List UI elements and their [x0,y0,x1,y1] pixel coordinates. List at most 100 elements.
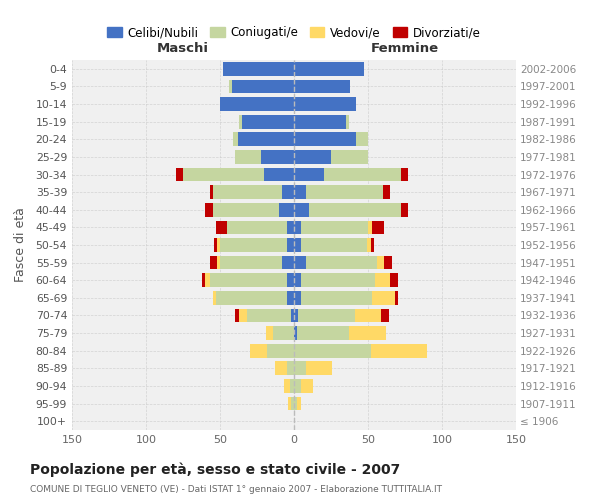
Bar [233,132,238,146]
Text: Maschi: Maschi [157,42,209,54]
Bar [239,115,242,128]
Bar [294,97,356,111]
Bar [212,203,279,216]
Bar [229,80,232,94]
Bar [301,238,367,252]
Bar [384,256,392,270]
Bar [238,132,294,146]
Bar [215,220,227,234]
Bar [346,115,349,128]
Bar [217,238,220,252]
Bar [232,80,294,94]
Bar [273,326,294,340]
Bar [371,238,374,252]
Bar [294,344,371,358]
Bar [294,203,309,216]
Bar [294,362,306,375]
Bar [247,308,291,322]
Bar [367,238,371,252]
Bar [390,274,398,287]
Bar [282,256,294,270]
Bar [294,256,306,270]
Bar [294,238,301,252]
Bar [235,150,262,164]
Bar [383,186,390,199]
Bar [217,256,220,270]
Bar [294,168,323,181]
Bar [294,62,364,76]
Bar [266,326,273,340]
Bar [294,150,331,164]
Bar [301,274,376,287]
Legend: Celibi/Nubili, Coniugati/e, Vedovi/e, Divorziati/e: Celibi/Nubili, Coniugati/e, Vedovi/e, Di… [103,22,485,44]
Bar [239,308,247,322]
Bar [306,256,377,270]
Bar [287,238,294,252]
Bar [275,362,287,375]
Bar [294,308,298,322]
Bar [377,256,384,270]
Bar [297,396,301,410]
Bar [214,238,217,252]
Bar [212,186,282,199]
Bar [223,62,294,76]
Bar [294,291,301,304]
Bar [215,291,287,304]
Bar [294,396,297,410]
Bar [212,291,215,304]
Bar [298,308,355,322]
Bar [209,186,212,199]
Bar [176,168,183,181]
Bar [183,168,265,181]
Bar [287,362,294,375]
Bar [209,274,287,287]
Bar [355,308,382,322]
Bar [287,220,294,234]
Bar [205,203,212,216]
Bar [294,379,301,393]
Bar [294,115,346,128]
Bar [202,274,205,287]
Bar [323,168,401,181]
Y-axis label: Anni di nascita: Anni di nascita [596,202,600,288]
Bar [291,396,294,410]
Bar [401,203,408,216]
Bar [209,256,217,270]
Bar [287,291,294,304]
Bar [279,203,294,216]
Bar [373,220,384,234]
Bar [220,256,282,270]
Bar [294,326,297,340]
Bar [220,97,294,111]
Bar [294,80,350,94]
Bar [290,379,294,393]
Bar [250,344,268,358]
Bar [297,326,349,340]
Bar [301,220,368,234]
Bar [301,291,373,304]
Bar [287,274,294,287]
Y-axis label: Fasce di età: Fasce di età [14,208,28,282]
Bar [401,168,408,181]
Bar [262,150,294,164]
Bar [306,186,383,199]
Bar [284,379,290,393]
Bar [382,308,389,322]
Bar [227,220,287,234]
Bar [220,238,287,252]
Text: COMUNE DI TEGLIO VENETO (VE) - Dati ISTAT 1° gennaio 2007 - Elaborazione TUTTITA: COMUNE DI TEGLIO VENETO (VE) - Dati ISTA… [30,485,442,494]
Bar [242,115,294,128]
Text: Popolazione per età, sesso e stato civile - 2007: Popolazione per età, sesso e stato civil… [30,462,400,477]
Bar [331,150,368,164]
Bar [282,186,294,199]
Bar [376,274,390,287]
Bar [291,308,294,322]
Bar [294,132,356,146]
Bar [356,132,368,146]
Bar [294,220,301,234]
Bar [309,203,401,216]
Bar [395,291,398,304]
Bar [373,291,395,304]
Bar [235,308,239,322]
Text: Femmine: Femmine [371,42,439,54]
